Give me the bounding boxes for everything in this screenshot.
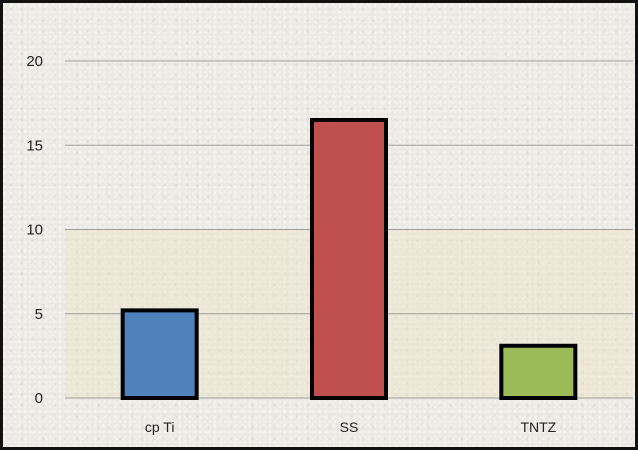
bar-cp-ti (120, 308, 199, 401)
x-category-label: cp Ti (145, 419, 175, 435)
x-category-label: SS (340, 419, 359, 435)
y-tick-label: 15 (26, 137, 43, 154)
x-category-label: TNTZ (520, 419, 556, 435)
y-axis-ticks: 0 5 10 15 20 (26, 53, 43, 407)
x-axis-labels: cp Ti SS TNTZ (145, 419, 557, 435)
y-tick-label: 10 (26, 222, 43, 239)
bars (120, 117, 578, 401)
bar-ss (310, 117, 388, 400)
bar-tntz (499, 343, 578, 401)
y-tick-label: 0 (35, 390, 43, 407)
y-tick-label: 5 (35, 306, 43, 323)
bar-chart: 0 5 10 15 20 cp Ti SS TNTZ (26, 53, 633, 435)
y-tick-label: 20 (26, 53, 43, 70)
